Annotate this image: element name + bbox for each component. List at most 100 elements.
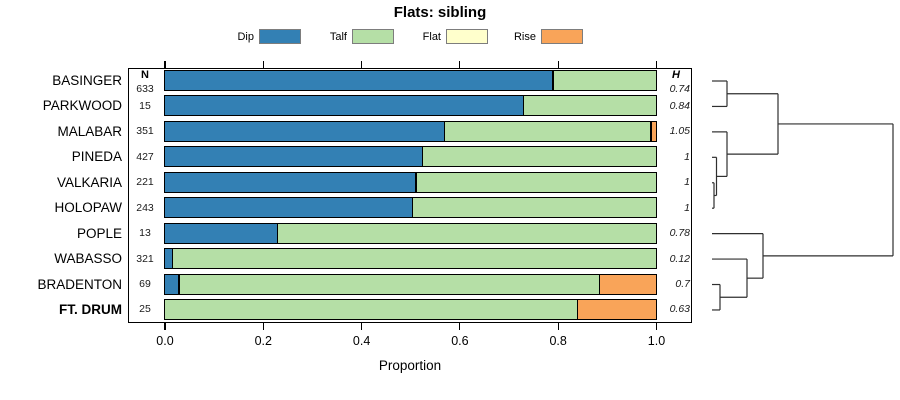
x-tick-label: 1.0 [647, 334, 666, 348]
y-axis-label: BASINGER [52, 73, 122, 88]
chart-title: Flats: sibling [393, 4, 487, 21]
segment-divider [522, 96, 525, 116]
bar-segment-talf [552, 71, 656, 90]
x-tick-label: 0.8 [549, 334, 567, 348]
h-value: 0.63 [669, 303, 690, 316]
h-value: 1 [684, 201, 690, 214]
legend-item: Rise [514, 29, 583, 44]
n-value: 633 [136, 83, 154, 95]
bar-segment-dip [164, 121, 445, 141]
axis-tick-bottom [164, 323, 166, 330]
x-axis-title: Proportion [378, 358, 442, 373]
segment-divider [576, 299, 579, 319]
h-value: 0.7 [675, 278, 690, 291]
axis-tick-bottom [655, 323, 658, 330]
bar-segment-talf [422, 147, 656, 167]
axis-tick-top [557, 61, 559, 68]
bar-segment-dip [164, 172, 417, 192]
bar-row [163, 146, 657, 168]
legend-label: Talf [329, 31, 347, 43]
bar-segment-talf [179, 274, 600, 294]
legend-swatch [259, 29, 301, 44]
bar-segment-rise [599, 274, 656, 294]
bar-row [163, 120, 657, 142]
bar-row [163, 273, 657, 295]
bar-row [163, 222, 657, 244]
legend-item: Flat [423, 29, 488, 44]
axis-tick-bottom [361, 323, 363, 330]
plot-frame [128, 68, 692, 323]
y-axis-label: PINEDA [71, 149, 122, 165]
bar-segment-dip [164, 147, 423, 167]
y-axis-label: MALABAR [57, 123, 122, 139]
bar-segment-dip [164, 249, 173, 269]
bar-row [163, 197, 657, 219]
bar-segment-dip [164, 223, 278, 243]
y-axis-label: HOLOPAW [54, 200, 122, 216]
bar-segment-talf [164, 299, 578, 319]
bar-row [163, 70, 657, 91]
n-value: 13 [139, 227, 151, 240]
bar-row [163, 298, 657, 320]
axis-tick-bottom [262, 323, 264, 330]
y-axis-label: VALKARIA [56, 174, 122, 190]
axis-tick-top [361, 61, 363, 68]
bar-row [163, 171, 657, 193]
h-value: 0.74 [669, 83, 690, 95]
bar-segment-talf [412, 198, 656, 218]
bar-segment-talf [172, 249, 656, 269]
segment-divider [650, 121, 652, 141]
axis-tick-top [164, 61, 166, 68]
n-value: 69 [139, 278, 151, 291]
h-value: 0.84 [669, 99, 690, 112]
axis-tick-top [459, 61, 461, 68]
n-value: 221 [136, 176, 154, 189]
segment-divider [411, 198, 414, 218]
legend-swatch [541, 29, 583, 44]
bar-segment-talf [277, 223, 656, 243]
n-value: 351 [136, 125, 154, 138]
n-column-header: N [141, 69, 149, 81]
y-axis-label: POPLE [76, 225, 122, 241]
bar-segment-dip [164, 96, 524, 116]
legend-swatch [352, 29, 394, 44]
h-value: 0.12 [669, 252, 690, 265]
y-axis-label: BRADENTON [37, 276, 122, 292]
bar-segment-talf [523, 96, 656, 116]
bar-segment-dip [164, 274, 180, 294]
h-value: 1 [684, 150, 690, 163]
bar-row [163, 248, 657, 270]
y-axis-label: FT. DRUM [59, 301, 122, 317]
axis-tick-top [655, 61, 658, 68]
y-axis-label: PARKWOOD [42, 98, 122, 114]
n-value: 15 [139, 99, 151, 112]
legend-label: Flat [422, 31, 441, 43]
y-axis-label: WABASSO [54, 251, 122, 267]
x-tick-label: 0.4 [352, 334, 371, 348]
axis-tick-bottom [459, 323, 461, 330]
segment-divider [178, 274, 180, 294]
segment-divider [415, 172, 417, 192]
axis-tick-top [262, 61, 264, 68]
h-value: 0.78 [669, 227, 690, 240]
axis-tick-bottom [557, 323, 559, 330]
legend-item: Dip [237, 29, 301, 44]
h-value: 1.05 [669, 125, 690, 138]
bar-segment-talf [416, 172, 656, 192]
h-value: 1 [684, 176, 690, 189]
n-value: 321 [136, 252, 154, 265]
segment-divider [421, 147, 424, 167]
legend-item: Talf [330, 29, 394, 44]
x-tick-label: 0.6 [451, 334, 469, 348]
legend-label: Dip [237, 31, 254, 43]
segment-divider [171, 249, 174, 269]
legend-label: Rise [513, 31, 536, 43]
n-value: 243 [136, 201, 154, 214]
x-tick-label: 0.0 [156, 334, 174, 348]
segment-divider [443, 121, 446, 141]
bar-segment-talf [444, 121, 652, 141]
bar-row [163, 95, 657, 117]
legend-swatch [446, 29, 488, 44]
h-column-header: H [672, 69, 680, 81]
